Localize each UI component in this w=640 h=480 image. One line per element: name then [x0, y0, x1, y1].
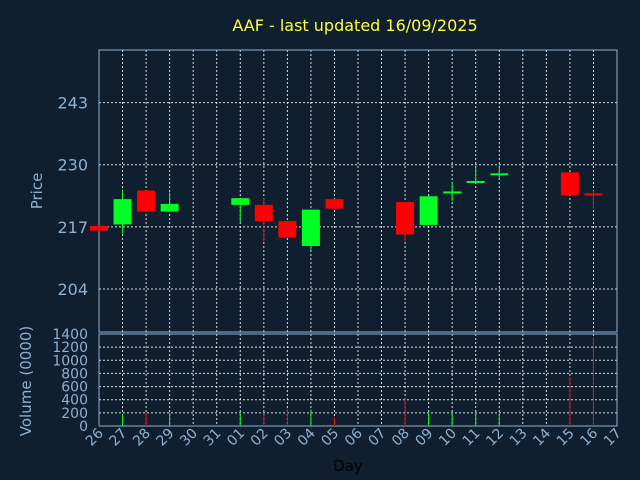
x-tick-label: 09 [413, 426, 437, 450]
x-tick-label: 30 [177, 426, 201, 450]
candle-body [490, 173, 509, 176]
x-tick-label: 16 [577, 425, 601, 449]
x-tick-label: 27 [106, 426, 130, 450]
x-axis-label: Day [333, 457, 363, 475]
candle-body [560, 172, 579, 196]
price-tick-label: 204 [57, 280, 88, 299]
volume-axis-label: Volume (0000) [17, 326, 35, 436]
price-tick-label: 230 [57, 156, 88, 175]
price-tick-label: 217 [57, 218, 88, 237]
volume-gridlines [98, 333, 618, 427]
volume-tick-label: 200 [61, 406, 88, 422]
volume-tick-label: 600 [61, 380, 88, 396]
x-tick-label: 07 [365, 426, 389, 450]
candle-body [231, 198, 250, 205]
price-axis-ticks: 204 217 230 243 [57, 94, 88, 299]
x-tick-label: 28 [130, 426, 154, 450]
volume-tick-label: 0 [79, 419, 88, 435]
x-tick-label: 12 [483, 426, 507, 450]
x-tick-label: 29 [154, 426, 178, 450]
x-tick-label: 11 [460, 426, 484, 450]
candle-body [113, 199, 132, 225]
candle-body [254, 204, 273, 222]
candle-body [301, 209, 320, 246]
volume-tick-label: 1200 [52, 340, 88, 356]
x-tick-label: 13 [507, 426, 531, 450]
candle-body [419, 196, 438, 225]
x-tick-label: 17 [601, 426, 625, 450]
volume-bars [122, 337, 594, 426]
candle-body [278, 221, 297, 238]
candle-body [466, 180, 485, 183]
volume-panel-frame [98, 333, 618, 427]
price-panel-frame [98, 49, 618, 333]
x-tick-label: 04 [295, 425, 319, 449]
x-axis-ticks: 26 27 28 29 30 31 01 02 03 04 05 06 07 08 09 10 11 12 13 14… [83, 425, 625, 449]
candle-body [160, 203, 179, 212]
x-tick-label: 10 [436, 426, 460, 450]
volume-tick-label: 1000 [52, 353, 88, 369]
x-tick-label: 06 [342, 425, 366, 449]
volume-tick-label: 1400 [52, 327, 88, 343]
x-tick-label: 01 [224, 426, 248, 450]
price-tick-label: 243 [57, 94, 88, 113]
volume-tick-label: 800 [61, 366, 88, 382]
x-tick-label: 05 [318, 426, 342, 450]
price-axis-label: Price [28, 173, 46, 210]
x-tick-label: 03 [271, 426, 295, 450]
candle-body [396, 201, 415, 235]
volume-tick-label: 400 [61, 393, 88, 409]
x-tick-label: 31 [201, 426, 225, 450]
chart-title: AAF - last updated 16/09/2025 [232, 16, 477, 35]
price-gridlines [98, 50, 618, 332]
candle-body [443, 191, 462, 194]
x-tick-label: 14 [530, 425, 554, 449]
candles [90, 166, 603, 250]
candle-body [325, 199, 344, 209]
candle-body [137, 190, 156, 212]
x-tick-label: 15 [554, 426, 578, 450]
x-tick-label: 02 [248, 426, 272, 450]
x-tick-label: 08 [389, 426, 413, 450]
candle-body [584, 193, 603, 196]
candle-body [90, 225, 108, 231]
